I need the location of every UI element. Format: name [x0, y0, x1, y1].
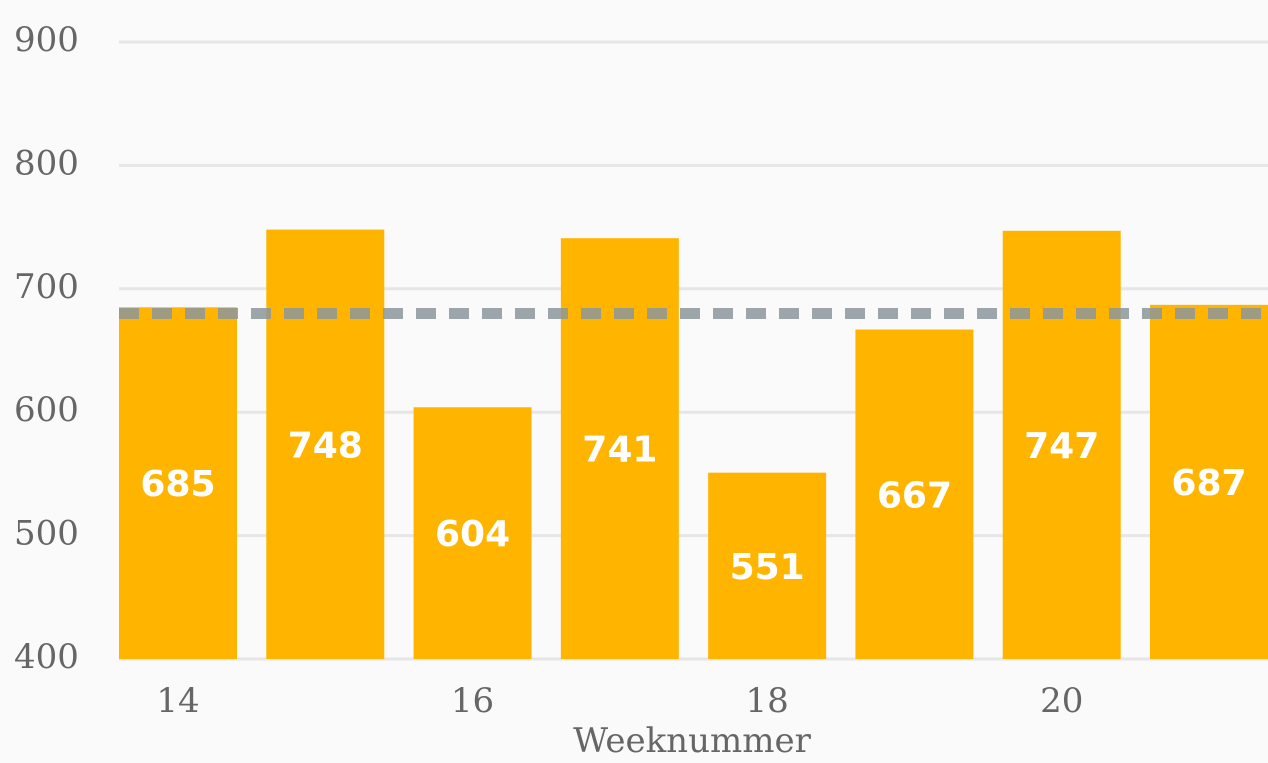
- y-tick-label: 400: [14, 637, 79, 677]
- data-label: 667: [877, 475, 952, 516]
- data-label: 685: [140, 464, 215, 505]
- y-tick-label: 800: [14, 143, 79, 183]
- y-tick-label: 500: [14, 514, 79, 554]
- data-label: 604: [435, 514, 510, 555]
- y-tick-label: 700: [14, 267, 79, 307]
- y-tick-label: 600: [14, 390, 79, 430]
- data-label: 747: [1024, 426, 1099, 467]
- y-tick-label: 900: [14, 20, 79, 60]
- bar: [1002, 230, 1121, 659]
- data-label: 687: [1171, 463, 1246, 504]
- data-label: 551: [730, 547, 805, 588]
- x-axis-title: Weeknummer: [573, 721, 811, 761]
- bar: [266, 229, 385, 659]
- bar: [855, 329, 974, 659]
- x-tick-label: 14: [156, 681, 199, 721]
- bar: [413, 407, 532, 659]
- bar: [119, 307, 237, 659]
- bar: [1150, 304, 1268, 659]
- x-tick-label: 20: [1040, 681, 1083, 721]
- x-tick-label: 18: [746, 681, 789, 721]
- data-label: 748: [288, 425, 363, 466]
- data-label: 741: [582, 430, 657, 471]
- x-tick-label: 16: [451, 681, 494, 721]
- bar: [708, 472, 827, 659]
